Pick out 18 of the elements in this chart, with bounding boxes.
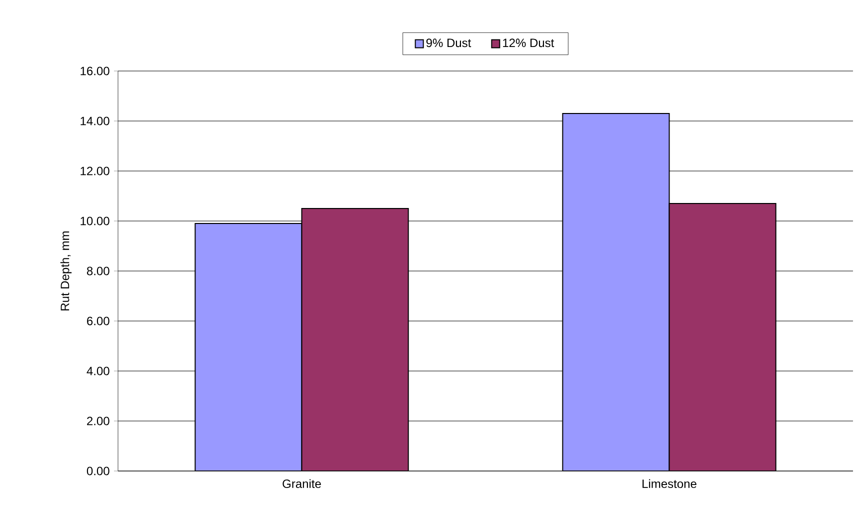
bar [194,222,302,471]
y-tick-label: 14.00 [80,116,110,126]
y-tick-label: 0.00 [86,466,110,476]
legend-label: 9% Dust [426,38,472,48]
y-tick-label: 16.00 [80,66,110,76]
x-tick-label: Granite [282,479,321,488]
x-tick-label: Limestone [642,479,696,488]
y-axis-title: Rut Depth, mm [60,231,72,310]
y-tick-label: 12.00 [80,166,110,176]
y-tick-label: 10.00 [80,216,110,226]
bar [301,208,409,471]
y-tick-label: 4.00 [86,366,110,376]
legend-label: 12% Dust [503,38,554,48]
y-tick-label: 2.00 [87,416,110,426]
y-tick-label: 8.00 [86,266,110,276]
y-tick-label: 6.00 [87,316,110,326]
bar [668,202,776,471]
bar [562,112,670,471]
